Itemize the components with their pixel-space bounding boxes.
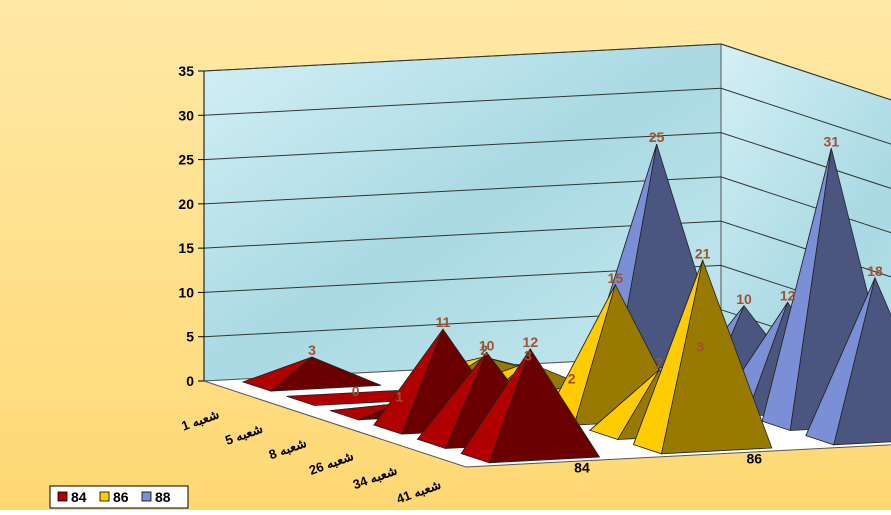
- data-label: 10: [479, 337, 495, 353]
- y-tick-label: 5: [186, 329, 194, 345]
- gridline: [203, 132, 891, 189]
- gridline: [203, 264, 891, 322]
- pyramid-face: [269, 356, 382, 392]
- data-label: 2: [568, 371, 576, 387]
- y-tick-label: 10: [178, 284, 194, 300]
- pyramid-mark: [241, 356, 382, 392]
- data-label: 2: [480, 342, 488, 358]
- data-label: 11: [436, 314, 451, 330]
- gridline: [203, 87, 891, 145]
- legend-label: 86: [113, 489, 129, 505]
- gridline: [203, 176, 891, 234]
- pyramid-face: [661, 258, 773, 455]
- data-label: 1: [395, 388, 403, 404]
- pyramid-mark: [805, 276, 891, 446]
- gridline: [203, 220, 891, 278]
- y-tick-label: 20: [178, 196, 194, 212]
- legend-swatch: [57, 491, 68, 502]
- depth-label: 84: [574, 460, 590, 476]
- data-label: 31: [824, 133, 840, 149]
- y-tick-label: 15: [178, 240, 194, 256]
- pyramid-mark: [460, 348, 601, 464]
- data-label: 12: [523, 334, 539, 350]
- legend-swatch: [99, 491, 110, 502]
- legend-swatch: [141, 491, 152, 502]
- data-label: 3: [524, 347, 532, 363]
- data-label: 10: [736, 291, 752, 307]
- y-tick-label: 25: [178, 152, 194, 168]
- data-label: 18: [867, 263, 883, 279]
- data-label: 25: [649, 129, 665, 145]
- depth-label: 86: [747, 451, 763, 467]
- y-tick-label: 0: [186, 373, 194, 389]
- y-tick-label: 30: [178, 107, 194, 123]
- data-label: 3: [696, 338, 704, 354]
- legend-box: [49, 485, 189, 509]
- pyramid-mark: [632, 258, 773, 455]
- legend-label: 88: [155, 489, 171, 505]
- data-label: 3: [308, 342, 316, 358]
- data-label: 21: [695, 245, 711, 261]
- legend-label: 84: [71, 489, 87, 505]
- y-tick-label: 35: [178, 63, 194, 79]
- data-label: 0: [352, 383, 360, 399]
- data-label: 7: [655, 355, 663, 371]
- pyramid-face: [833, 276, 891, 446]
- gridline: [203, 43, 891, 101]
- data-label: 12: [780, 287, 796, 303]
- data-label: 15: [608, 270, 624, 286]
- pyramid-face: [488, 348, 601, 464]
